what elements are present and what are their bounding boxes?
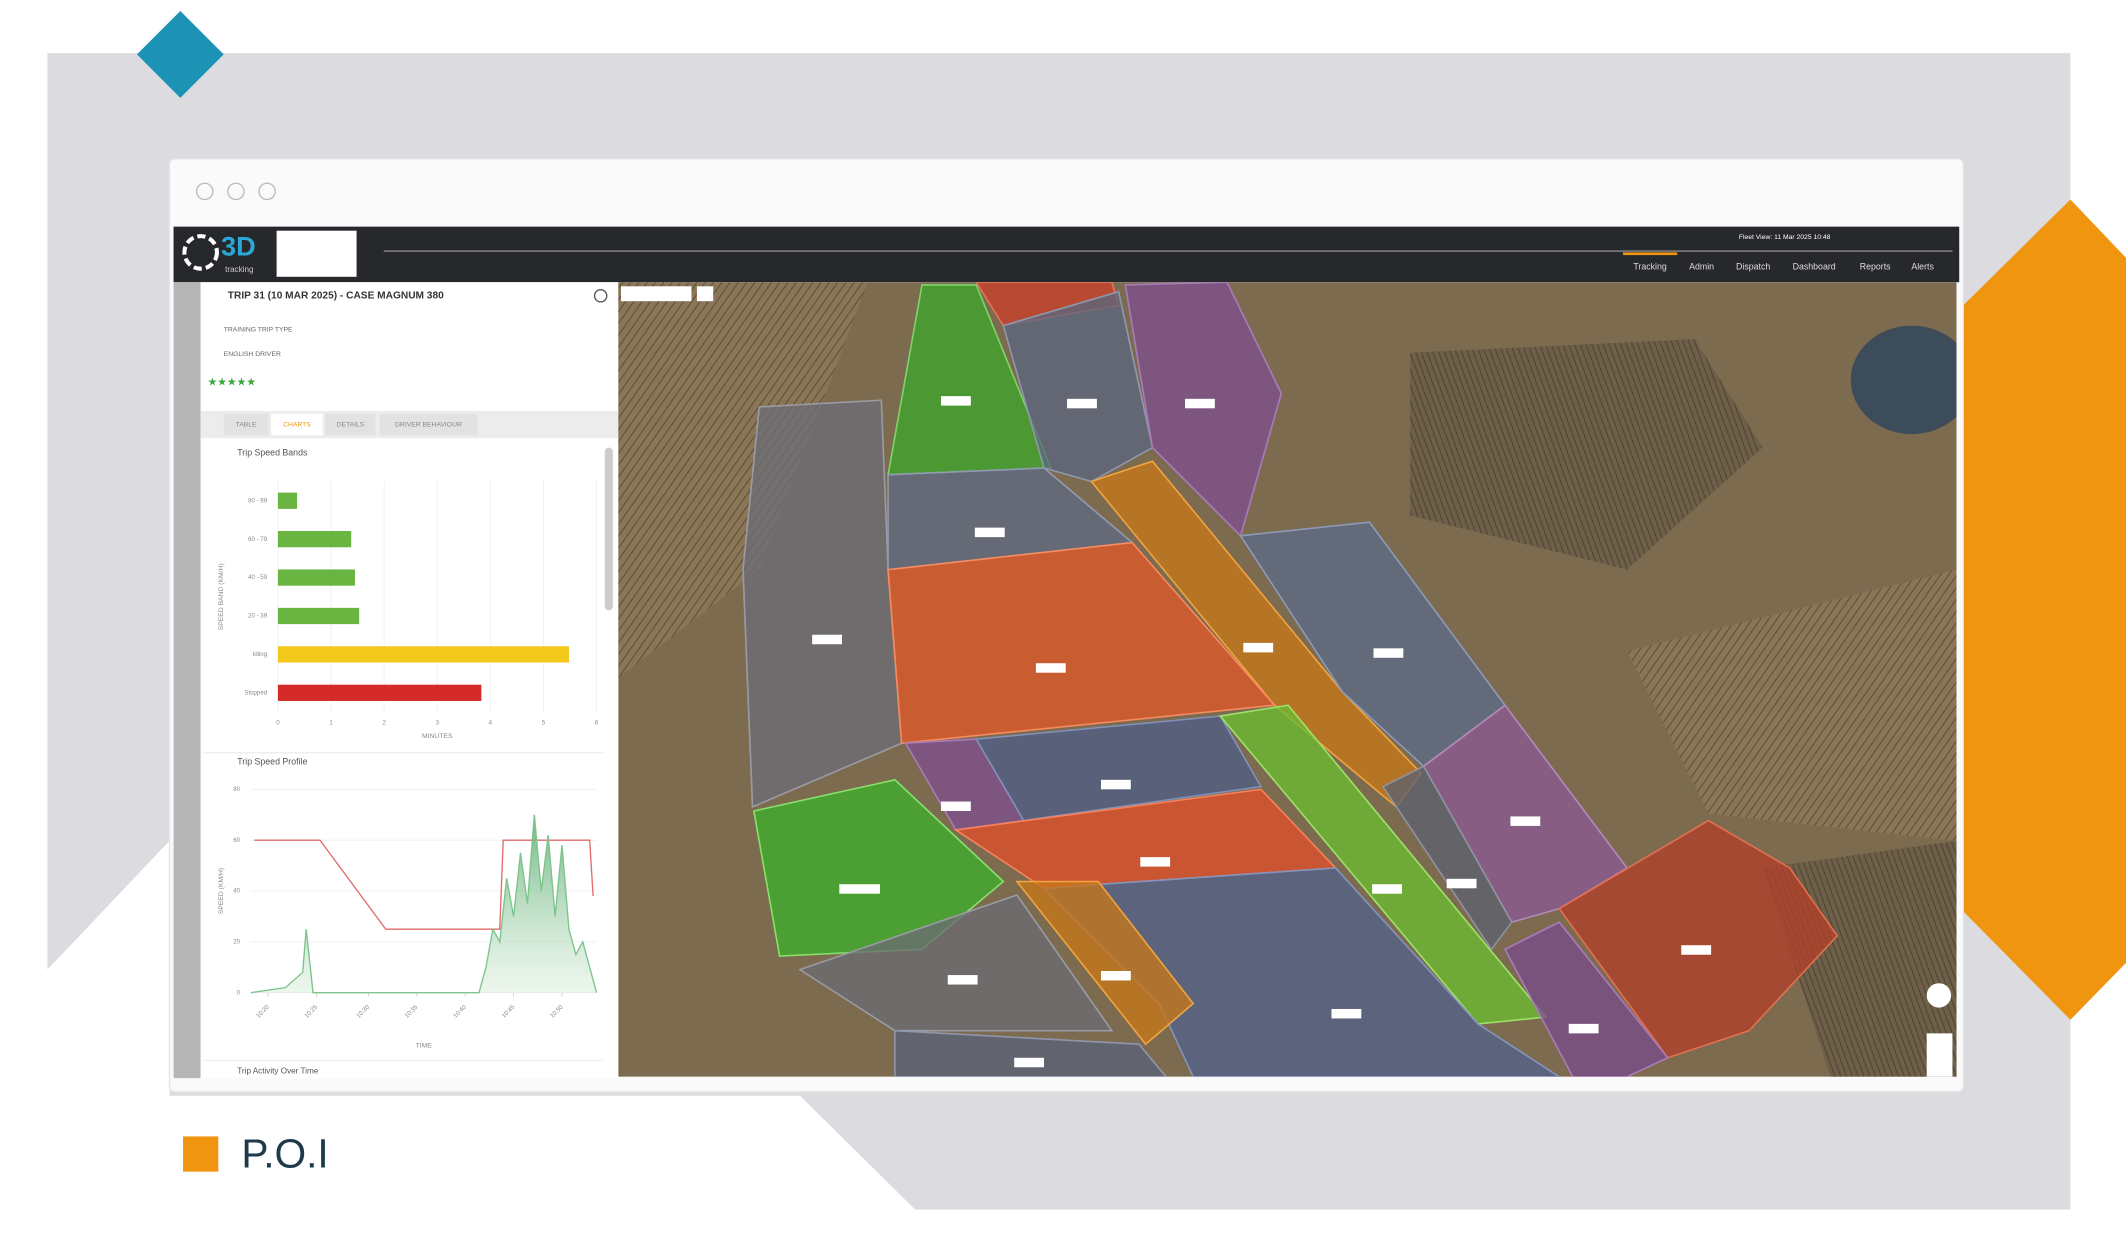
y-tick-label: Idling <box>253 651 268 658</box>
window-dot <box>227 182 245 201</box>
client-logo <box>276 230 357 277</box>
x-tick-label: 6 <box>595 719 599 726</box>
y-tick-label: 60 <box>233 837 240 844</box>
bar <box>277 607 360 625</box>
close-button[interactable] <box>593 288 608 303</box>
terrain <box>1627 569 1957 841</box>
zoom-control[interactable] <box>1926 1033 1953 1077</box>
y-axis-label: SPEED BAND (KM/H) <box>218 563 225 630</box>
scrollbar <box>604 447 613 611</box>
field[interactable] <box>1503 921 1669 1077</box>
nav-item[interactable]: Tracking <box>1633 262 1667 272</box>
tab-label: TABLE <box>236 421 257 428</box>
window-dot <box>195 182 214 201</box>
area <box>250 814 597 993</box>
app-header <box>173 226 1960 283</box>
field[interactable] <box>1002 290 1154 483</box>
y-tick-label: 0 <box>237 989 241 996</box>
nav-item[interactable]: Alerts <box>1911 262 1934 272</box>
x-tick-label: 1 <box>329 719 333 726</box>
line <box>254 839 594 930</box>
x-tick-label: 5 <box>542 719 546 726</box>
nav-item[interactable]: Admin <box>1689 262 1714 272</box>
bg-hexagon <box>1963 199 2126 1020</box>
rating-stars: ★★★★★ <box>207 376 256 388</box>
logo-sub: tracking <box>225 265 253 274</box>
terrain <box>618 282 868 679</box>
x-axis-label: TIME <box>416 1042 433 1049</box>
map-recenter[interactable] <box>1926 983 1952 1008</box>
line <box>250 814 598 994</box>
y-tick-label: 20 <box>233 938 240 945</box>
field[interactable] <box>1015 880 1195 1046</box>
map[interactable] <box>618 282 1973 1077</box>
y-tick-label: 60 - 79 <box>248 536 268 543</box>
tab-label: CHARTS <box>283 421 311 428</box>
map-draw-tool[interactable] <box>696 286 714 302</box>
y-tick-label: 80 <box>233 786 240 793</box>
nav-item[interactable]: Dispatch <box>1736 262 1770 272</box>
tab[interactable] <box>223 413 269 436</box>
logo: 3D <box>221 230 256 261</box>
poi-markers <box>812 396 1712 1068</box>
legend-label: P.O.I <box>241 1131 328 1177</box>
legend-swatch <box>183 1136 219 1172</box>
water <box>1850 325 1957 435</box>
field[interactable] <box>887 541 1277 745</box>
field[interactable] <box>1381 765 1513 951</box>
y-tick-label: Stopped <box>244 689 267 696</box>
chart-title: Trip Speed Bands <box>237 447 308 457</box>
x-axis-label: MINUTES <box>422 733 453 740</box>
field[interactable] <box>742 399 903 809</box>
field[interactable] <box>974 715 1263 822</box>
window-dot <box>258 182 276 201</box>
field[interactable] <box>894 1029 1168 1077</box>
y-tick-label: 40 - 59 <box>248 574 268 581</box>
x-tick-label: 3 <box>436 719 440 726</box>
y-tick-label: 80 - 99 <box>248 497 268 504</box>
map-tools[interactable] <box>620 286 692 302</box>
nav-item[interactable]: Dashboard <box>1793 262 1836 272</box>
chart-title: Trip Speed Profile <box>237 757 307 767</box>
nav-item[interactable]: Reports <box>1860 262 1891 272</box>
tab-label: DRIVER BEHAVIOUR <box>395 421 462 428</box>
tab-label: DETAILS <box>337 421 365 428</box>
field[interactable] <box>798 894 1114 1032</box>
bar <box>277 684 482 701</box>
terrain <box>1410 339 1763 570</box>
tab[interactable] <box>271 413 323 436</box>
trip-title: TRIP 31 (10 MAR 2025) - CASE MAGNUM 380 <box>228 290 444 301</box>
tab[interactable] <box>325 413 376 436</box>
x-tick-label: 0 <box>276 719 280 726</box>
field[interactable] <box>1124 282 1283 538</box>
bar <box>277 531 352 548</box>
header-info: Fleet View: 11 Mar 2025 10:48 <box>1739 234 1831 241</box>
y-tick-label: 40 <box>233 888 240 895</box>
bg-diamond <box>136 11 224 98</box>
tab[interactable] <box>379 413 478 436</box>
bar <box>277 492 298 509</box>
bar <box>277 569 355 586</box>
x-tick-label: 2 <box>382 719 386 726</box>
next-chart-title: Trip Activity Over Time <box>237 1066 318 1075</box>
trip-detail: TRAINING TRIP TYPE <box>224 326 293 333</box>
x-tick-label: 4 <box>489 719 493 726</box>
bar <box>277 646 569 663</box>
logo-icon <box>182 234 219 271</box>
y-axis-label: SPEED (KM/H) <box>218 868 225 914</box>
trip-detail: ENGLISH DRIVER <box>224 351 281 358</box>
left-strip <box>173 282 201 1079</box>
y-tick-label: 20 - 39 <box>248 613 268 620</box>
nav-active <box>1622 252 1678 256</box>
